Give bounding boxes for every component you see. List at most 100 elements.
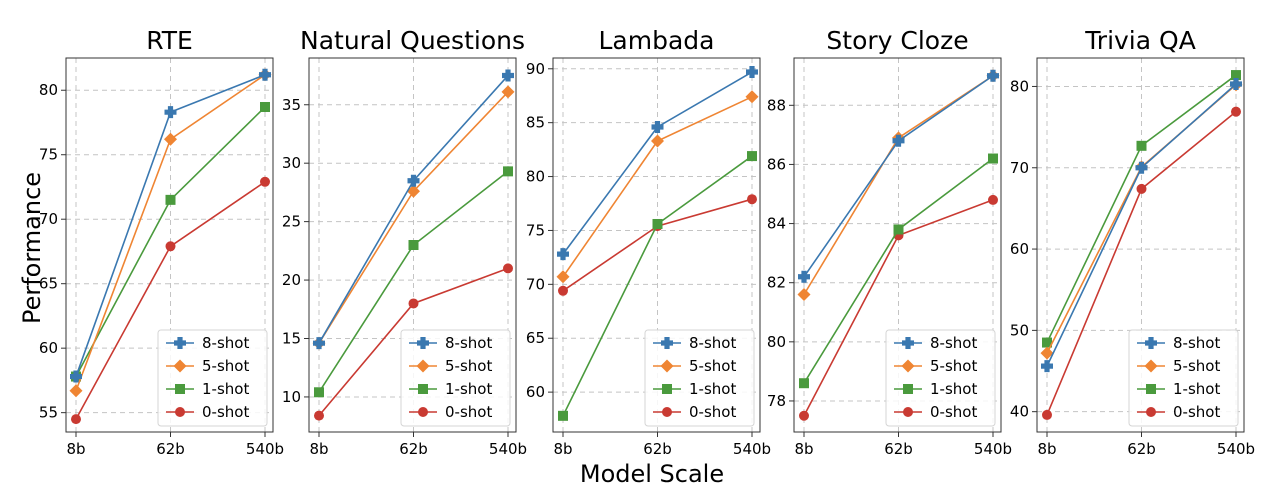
legend-label: 1-shot	[445, 380, 492, 398]
legend-marker-1-shot	[418, 384, 428, 394]
data-point-8-shot	[1230, 78, 1242, 91]
data-point-8-shot	[313, 337, 325, 350]
data-point-0-shot	[747, 194, 757, 205]
legend: 8-shot 5-shot 1-shot 0-shot	[157, 329, 268, 427]
legend-box	[400, 329, 511, 427]
data-point-5-shot	[745, 90, 759, 104]
plot-frame	[793, 57, 1002, 433]
data-point-0-shot	[988, 194, 998, 205]
y-tick-label: 60	[1010, 240, 1029, 258]
data-point-8-shot	[746, 66, 758, 79]
plot-frame	[1036, 57, 1245, 433]
x-tick-label: 62b	[643, 440, 672, 458]
data-point-0-shot	[1136, 183, 1147, 194]
legend-label: 0-shot	[445, 403, 492, 421]
x-tick-label: 540b	[1217, 440, 1255, 458]
legend-marker-0-shot	[175, 407, 185, 417]
y-tick-label: 80	[39, 81, 58, 99]
data-point-8-shot	[70, 370, 82, 383]
chart-title: Story Cloze	[826, 26, 968, 55]
legend-label: 1-shot	[202, 380, 249, 398]
x-tick-label: 540b	[489, 440, 527, 458]
legend-label: 5-shot	[202, 357, 249, 375]
legend-label: 0-shot	[930, 403, 977, 421]
y-tick-label: 40	[1010, 403, 1029, 421]
data-point-8-shot	[987, 69, 999, 82]
y-tick-label: 60	[526, 383, 545, 401]
legend: 8-shot 5-shot 1-shot 0-shot	[885, 329, 996, 427]
legend-label: 8-shot	[202, 334, 249, 352]
data-point-1-shot	[747, 151, 757, 162]
legend-marker-0-shot	[418, 407, 428, 417]
legend-marker-8-shot	[902, 337, 914, 349]
y-tick-label: 30	[282, 154, 301, 172]
x-tick-label: 8b	[553, 440, 572, 458]
legend-marker-0-shot	[1146, 407, 1156, 417]
legend-marker-1-shot	[1146, 384, 1156, 394]
legend: 8-shot 5-shot 1-shot 0-shot	[644, 329, 755, 427]
x-tick-label: 62b	[1127, 440, 1156, 458]
legend-label: 0-shot	[1173, 403, 1220, 421]
y-tick-label: 60	[39, 339, 58, 357]
chart-panel-4: 78 80 82 84 86 88 8b 62b 540b Story Cloze 8-shot 5-…	[767, 26, 1012, 458]
data-point-1-shot	[652, 218, 663, 229]
data-point-8-shot	[651, 120, 664, 133]
x-tick-label: 540b	[974, 440, 1012, 458]
legend-label: 8-shot	[689, 334, 736, 352]
legend-box	[885, 329, 996, 427]
y-tick-label: 80	[526, 168, 545, 186]
data-point-8-shot	[164, 106, 177, 119]
y-tick-label: 65	[39, 275, 58, 293]
y-tick-label: 50	[1010, 321, 1029, 339]
data-point-5-shot	[407, 184, 420, 198]
chart-title: RTE	[146, 26, 193, 55]
legend-marker-8-shot	[174, 337, 186, 349]
chart-title: Trivia QA	[1084, 26, 1196, 55]
legend-marker-5-shot	[173, 359, 187, 373]
legend-box	[1128, 329, 1239, 427]
x-tick-label: 8b	[794, 440, 813, 458]
legend-marker-1-shot	[175, 384, 185, 394]
chart-title: Lambada	[599, 26, 715, 55]
x-tick-label: 62b	[399, 440, 428, 458]
data-point-5-shot	[556, 270, 570, 284]
legend-label: 1-shot	[1173, 380, 1220, 398]
plot-frame	[308, 57, 517, 433]
y-tick-label: 20	[282, 271, 301, 289]
y-tick-label: 75	[39, 146, 58, 164]
plot-frame	[552, 57, 761, 433]
legend-label: 8-shot	[445, 334, 492, 352]
data-point-5-shot	[797, 288, 811, 302]
data-point-0-shot	[799, 410, 809, 421]
data-point-8-shot	[1041, 360, 1053, 373]
data-point-0-shot	[1042, 409, 1052, 420]
data-point-1-shot	[558, 410, 568, 421]
y-tick-label: 10	[282, 388, 301, 406]
legend-label: 5-shot	[1173, 357, 1220, 375]
data-point-0-shot	[1231, 106, 1241, 117]
legend-label: 5-shot	[445, 357, 492, 375]
data-point-1-shot	[314, 387, 324, 398]
legend-label: 5-shot	[689, 357, 736, 375]
data-point-0-shot	[260, 176, 270, 187]
legend-marker-1-shot	[903, 384, 913, 394]
legend: 8-shot 5-shot 1-shot 0-shot	[400, 329, 511, 427]
legend-box	[157, 329, 268, 427]
data-point-1-shot	[1136, 140, 1147, 151]
data-point-1-shot	[260, 102, 270, 113]
y-tick-label: 15	[282, 330, 301, 348]
x-tick-label: 540b	[733, 440, 771, 458]
chart-panel-5: 40 50 60 70 80 8b 62b 540b Trivia QA 8-shot 5-shot…	[1010, 26, 1255, 458]
y-tick-label: 65	[526, 329, 545, 347]
data-point-5-shot	[651, 134, 664, 148]
x-axis-label: Model Scale	[580, 460, 724, 488]
legend-marker-0-shot	[662, 407, 672, 417]
chart-title: Natural Questions	[300, 26, 525, 55]
y-tick-label: 80	[1010, 77, 1029, 95]
data-point-1-shot	[893, 224, 904, 235]
legend-label: 1-shot	[689, 380, 736, 398]
y-axis-label: Performance	[18, 172, 46, 324]
legend: 8-shot 5-shot 1-shot 0-shot	[1128, 329, 1239, 427]
x-tick-label: 8b	[309, 440, 328, 458]
y-tick-label: 85	[526, 114, 545, 132]
